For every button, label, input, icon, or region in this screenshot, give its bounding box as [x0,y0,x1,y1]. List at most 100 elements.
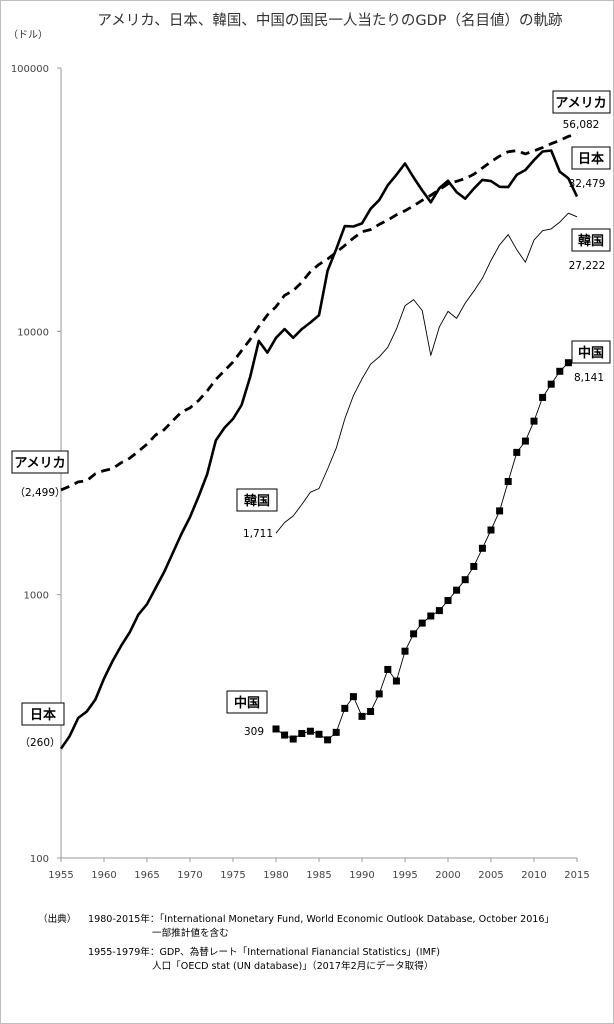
label-japan-start: 日本 [21,702,65,726]
china-data-point [281,731,289,739]
china-data-point [530,417,538,425]
china-line [275,354,578,741]
japan-line [59,149,579,750]
china-data-point [332,728,340,736]
china-data-point [539,393,547,401]
y-axis-unit: （ドル） [8,29,48,41]
label-china-end: 中国 [571,340,611,364]
source-line-3: 1955-1979年：GDP、為替レート「International Fiana… [88,946,440,958]
china-data-point [564,359,572,367]
china-data-point [556,367,564,375]
usa-line [60,132,578,492]
value-korea-start: 1,711 [243,528,273,540]
china-data-point [324,736,332,744]
chart-title: アメリカ、日本、韓国、中国の国民一人当たりのGDP（名目値）の軌跡 [97,12,563,29]
china-data-point [315,730,323,738]
x-tick-label: 1955 [48,870,73,881]
label-box [571,228,611,252]
x-tick-label: 1995 [392,870,417,881]
series-lines [59,132,579,750]
china-data-point [444,597,452,605]
y-tick-label: 10000 [17,327,49,338]
china-data-point [392,677,400,685]
x-tick-label: 2000 [435,870,460,881]
x-tick-label: 1960 [91,870,116,881]
china-markers [272,351,581,744]
series-label-usa-end: アメリカ [555,96,606,111]
china-data-point [298,730,306,738]
korea-line [275,212,578,534]
series-label-china-end: 中国 [578,345,604,361]
source-line-1: 1980-2015年：「International Monetary Fund,… [88,913,554,925]
china-data-point [521,437,529,445]
label-box [11,450,69,474]
china-data-point [401,647,409,655]
china-data-point [487,526,495,534]
china-data-point [375,690,383,698]
value-usa-start: （2,499） [14,487,65,499]
series-label-korea-start: 韓国 [244,493,270,509]
value-japan-end: 32,479 [569,178,606,190]
x-tick-label: 2005 [478,870,503,881]
label-japan-end: 日本 [571,146,611,170]
source-line-2: 一部推計値を含む [152,927,229,939]
x-tick-label: 1980 [263,870,288,881]
china-data-point [418,619,426,627]
label-box [552,90,611,114]
series-label-japan-start: 日本 [30,707,56,723]
series-label-japan-end: 日本 [578,151,604,167]
label-korea-end: 韓国 [571,228,611,252]
china-data-point [513,448,521,456]
china-data-point [427,612,435,620]
x-tick-labels: 1955 1960 1965 1970 1975 1980 1985 1990 1995 2000… [48,870,589,881]
china-data-point [289,735,297,743]
value-japan-start: （260） [19,737,60,749]
label-box [571,340,611,364]
series-label-korea-end: 韓国 [578,233,604,249]
china-data-point [358,712,366,720]
value-korea-end: 27,222 [569,260,606,272]
x-tick-label: 1975 [220,870,245,881]
china-data-point [384,665,392,673]
china-data-point [367,708,375,716]
china-data-point [349,693,357,701]
china-data-point [496,507,504,515]
x-tick-label: 1965 [134,870,159,881]
y-tick-labels: 100 1000 10000 100000 [11,64,49,865]
source-head: （出典） [38,913,76,925]
label-china-start: 中国 [226,690,268,714]
china-data-point [410,630,418,638]
china-data-point [504,477,512,485]
source-line-4: 人口「OECD stat (UN database)」（2017年2月にデータ取… [152,960,433,972]
series-label-usa-start: アメリカ [14,456,65,471]
x-tick-label: 2010 [521,870,546,881]
label-box [571,146,611,170]
label-box [226,690,268,714]
series-label-china-start: 中国 [234,695,260,711]
china-data-point [470,562,478,570]
china-data-point [341,704,349,712]
x-tick-label: 1985 [306,870,331,881]
label-usa-start: アメリカ [11,450,69,474]
value-usa-end: 56,082 [563,119,600,131]
china-data-point [478,544,486,552]
china-data-point [306,727,314,735]
source-notes: （出典） 1980-2015年：「International Monetary … [38,913,554,972]
label-korea-start: 韓国 [236,488,278,512]
china-data-point [435,607,443,615]
value-china-start: 309 [244,726,264,738]
y-tick-label: 100000 [11,64,49,75]
x-tick-label: 1990 [349,870,374,881]
value-china-end: 8,141 [574,372,604,384]
label-usa-end: アメリカ [552,90,611,114]
label-box [236,488,278,512]
x-tick-label: 2015 [564,870,589,881]
china-data-point [547,380,555,388]
y-tick-label: 100 [30,854,49,865]
china-data-point [461,576,469,584]
china-data-point [272,725,280,733]
label-box [21,702,65,726]
x-tick-label: 1970 [177,870,202,881]
y-tick-label: 1000 [24,591,49,602]
